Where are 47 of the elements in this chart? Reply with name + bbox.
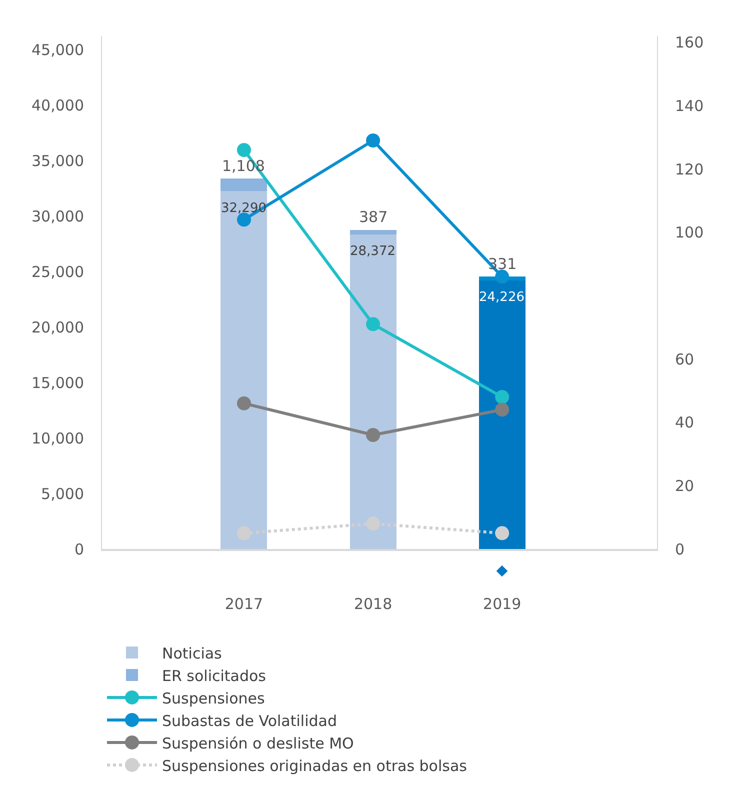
- bar: [478, 280, 526, 549]
- x-tick-label: 2018: [354, 595, 392, 613]
- point: [495, 526, 510, 540]
- point: [236, 212, 251, 227]
- point: [236, 526, 251, 540]
- legend-label: Suspensión o desliste MO: [162, 734, 354, 752]
- point: [366, 428, 380, 442]
- y-tick-label: 30,000: [32, 207, 84, 226]
- y2-tick-label: 60: [675, 350, 694, 368]
- y-tick-label: 20,000: [32, 318, 84, 336]
- point: [495, 390, 510, 404]
- point: [236, 396, 251, 410]
- legend-label: Suspensiones: [162, 689, 265, 708]
- x-tick-label: 2017: [224, 595, 264, 613]
- y-tick-label: 5,000: [41, 484, 84, 503]
- y2-tick-label: 40: [675, 414, 694, 432]
- y2-tick-label: 20: [675, 476, 694, 495]
- x-tick-label: 2019: [483, 595, 522, 613]
- y-tick-label: 40,000: [32, 96, 84, 115]
- y-tick-label: 35,000: [32, 152, 84, 170]
- legend-label: Noticias: [162, 644, 222, 662]
- data-label: 24,226: [479, 290, 524, 305]
- legend-label: Suspensiones originadas en otras bolsas: [162, 756, 468, 775]
- y2-tick-label: 0: [675, 540, 685, 558]
- y2-tick-label: 160: [675, 34, 704, 52]
- bar: [220, 190, 268, 549]
- bar: [350, 234, 396, 549]
- legend-label: ER solicitados: [162, 666, 266, 685]
- y-tick-label: 25,000: [32, 262, 84, 281]
- point: [366, 317, 380, 332]
- point: [366, 134, 380, 148]
- y-tick-label: 15,000: [32, 374, 84, 392]
- point: [236, 143, 251, 157]
- point: [366, 516, 380, 531]
- bar: [350, 230, 396, 234]
- legend-label: Subastas de Volatilidad: [162, 712, 337, 730]
- y-tick-label: 0: [74, 540, 84, 558]
- bar: [220, 178, 268, 191]
- data-label: 387: [359, 208, 388, 226]
- y2-tick-label: 120: [675, 160, 704, 178]
- point: [495, 270, 510, 284]
- data-label: 28,372: [350, 244, 396, 259]
- y-tick-label: 10,000: [32, 429, 84, 448]
- y-tick-label: 45,000: [32, 41, 84, 60]
- y2-tick-label: 140: [675, 96, 704, 115]
- y2-tick-label: 100: [675, 224, 704, 242]
- point: [495, 402, 510, 417]
